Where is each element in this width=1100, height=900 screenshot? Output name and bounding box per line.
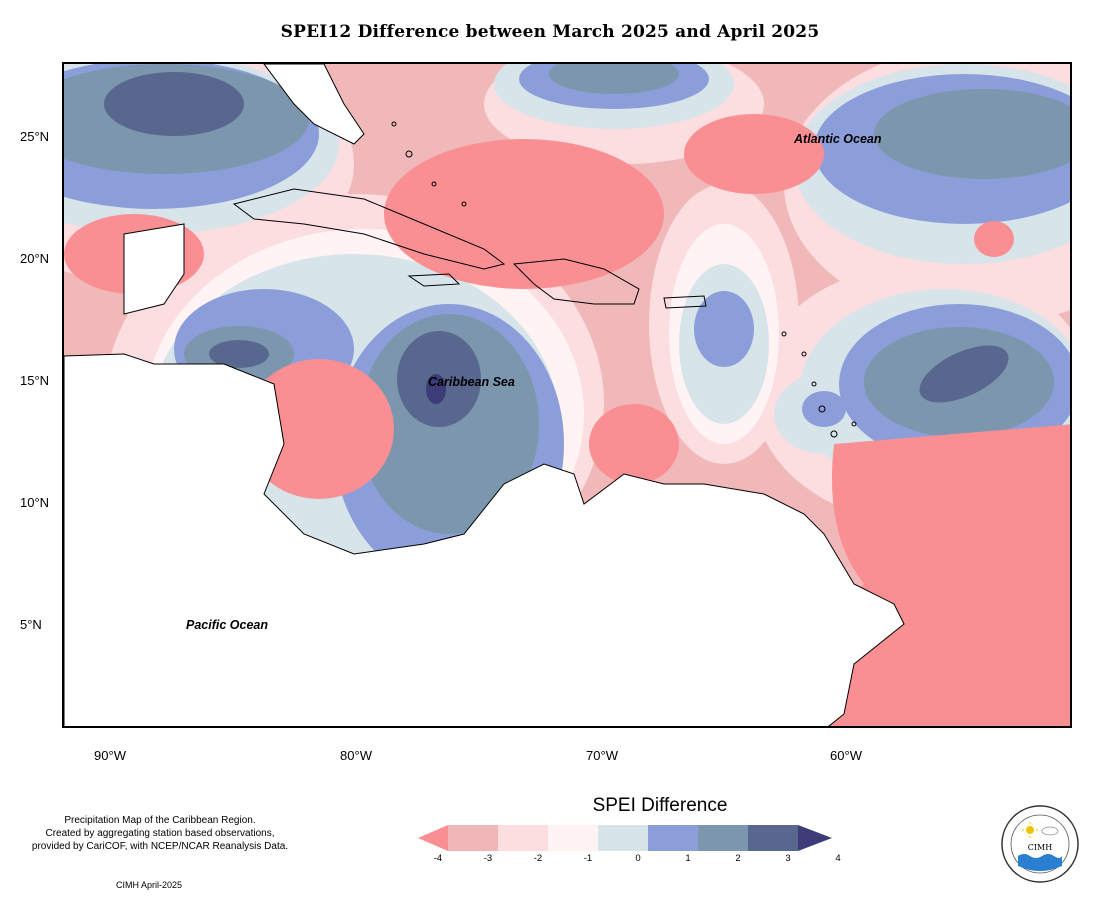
legend-arrow-high xyxy=(798,825,832,851)
legend-title: SPEI Difference xyxy=(592,795,728,816)
legend-swatch xyxy=(648,825,698,851)
y-axis-label-10n: 10°N xyxy=(20,495,50,510)
legend-tick-label: 3 xyxy=(785,853,791,864)
x-axis-label-70w: 70°W xyxy=(586,748,618,763)
y-axis-label-15n: 15°N xyxy=(20,373,50,388)
credits-line: Precipitation Map of the Caribbean Regio… xyxy=(64,815,256,826)
spei-contour-map xyxy=(64,64,1070,726)
legend-arrow-low xyxy=(418,825,448,851)
credits-text: Precipitation Map of the Caribbean Regio… xyxy=(10,814,310,853)
legend-tick-label: 4 xyxy=(835,853,841,864)
cimh-seal: CIMH xyxy=(1001,805,1079,883)
credits-line: provided by CariCOF, with NCEP/NCAR Rean… xyxy=(31,841,289,852)
map-title: SPEI12 Difference between March 2025 and… xyxy=(280,22,820,42)
cimh-logo: CIMH xyxy=(1000,804,1080,889)
legend-swatch xyxy=(548,825,598,851)
legend-tick-label: 2 xyxy=(735,853,741,864)
legend-tick-label: -1 xyxy=(583,853,593,864)
legend-tick-label: 0 xyxy=(635,853,641,864)
legend-tick-label: -4 xyxy=(433,853,443,864)
legend-swatch xyxy=(748,825,798,851)
legend-tick-label: -2 xyxy=(533,853,543,864)
sun-icon xyxy=(1022,822,1038,838)
legend-swatch xyxy=(448,825,498,851)
y-axis-label-20n: 20°N xyxy=(20,251,50,266)
legend-tick-label: 1 xyxy=(685,853,691,864)
credits-line: Created by aggregating station based obs… xyxy=(45,828,275,839)
legend-swatch xyxy=(698,825,748,851)
x-axis-label-90w: 90°W xyxy=(94,748,126,763)
credits-date: CIMH April-2025 xyxy=(116,880,183,890)
caribbean-sea-label: Caribbean Sea xyxy=(428,375,515,389)
color-legend xyxy=(418,825,890,856)
cloud-icon xyxy=(1041,826,1059,836)
atlantic-ocean-label: Atlantic Ocean xyxy=(794,132,882,146)
water-waves-icon xyxy=(1018,854,1062,871)
pacific-ocean-label: Pacific Ocean xyxy=(186,618,268,632)
legend-colorbar xyxy=(418,825,832,851)
legend-swatch xyxy=(498,825,548,851)
legend-swatch xyxy=(598,825,648,851)
logo-text: CIMH xyxy=(1028,843,1052,852)
x-axis-label-60w: 60°W xyxy=(830,748,862,763)
y-axis-label-5n: 5°N xyxy=(20,617,42,632)
legend-tick-label: -3 xyxy=(483,853,493,864)
spei-map: Atlantic Ocean Caribbean Sea Pacific Oce… xyxy=(62,62,1072,728)
x-axis-label-80w: 80°W xyxy=(340,748,372,763)
y-axis-label-25n: 25°N xyxy=(20,129,50,144)
